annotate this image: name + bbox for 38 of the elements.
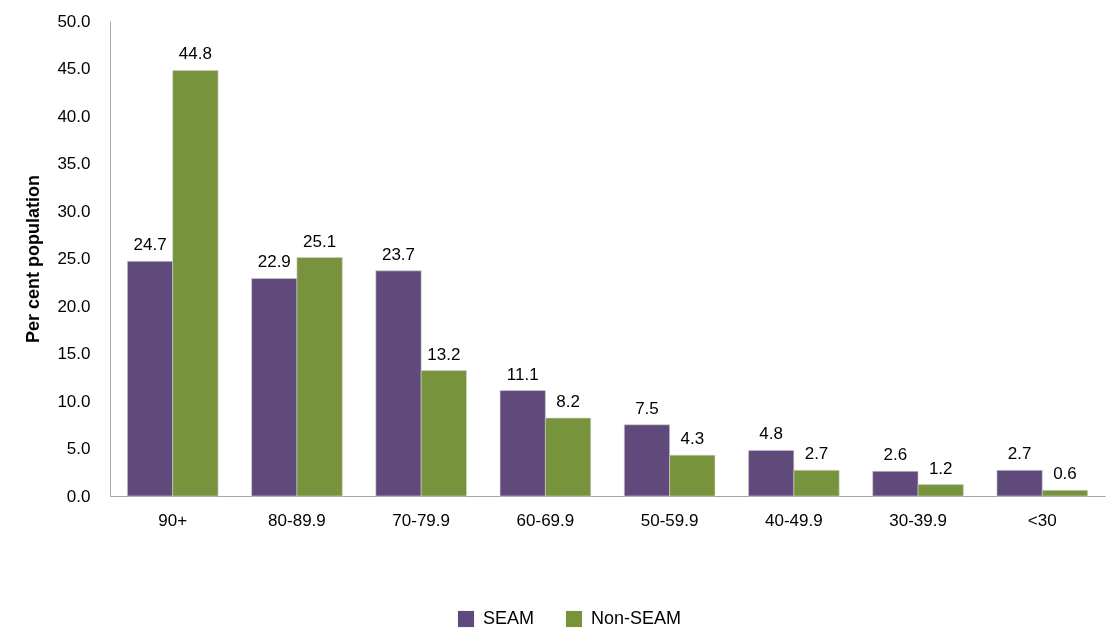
data-label: 22.9 (257, 252, 291, 272)
data-label: 11.1 (506, 364, 539, 384)
legend-label: SEAM (483, 608, 535, 628)
y-tick-label: 50.0 (57, 11, 91, 31)
data-label: 23.7 (381, 244, 416, 264)
y-tick-label: 0.0 (66, 486, 91, 506)
x-tick-label: 70-79.9 (392, 510, 451, 530)
data-label: 0.6 (1053, 464, 1077, 484)
y-axis-title: Per cent population (23, 174, 44, 344)
data-label: 25.1 (303, 231, 337, 251)
data-label: 4.3 (680, 429, 705, 449)
data-label: 44.8 (178, 44, 212, 64)
x-tick-label: 30-39.9 (889, 510, 947, 530)
y-tick-label: 35.0 (57, 154, 91, 173)
data-label: 2.7 (804, 444, 829, 464)
y-tick-label: 45.0 (57, 59, 91, 78)
data-label: 7.5 (635, 398, 659, 418)
y-tick-label: 10.0 (57, 391, 91, 411)
data-label: 4.8 (759, 424, 783, 444)
data-label: 1.2 (928, 458, 953, 478)
y-tick-label: 5.0 (66, 439, 91, 458)
y-tick-label: 40.0 (57, 106, 91, 126)
x-tick-label: 80-89.9 (268, 510, 326, 530)
y-tick-label: 30.0 (57, 201, 91, 221)
x-tick-label: <30 (1027, 510, 1057, 530)
x-tick-label: 40-49.9 (764, 510, 823, 530)
data-label: 2.6 (883, 445, 908, 465)
data-label: 24.7 (133, 235, 167, 255)
data-label: 8.2 (556, 392, 580, 412)
x-tick-label: 90+ (158, 510, 188, 530)
x-tick-label: 50-59.9 (640, 510, 699, 530)
y-tick-label: 20.0 (57, 296, 91, 316)
data-label: 13.2 (427, 344, 461, 364)
legend-label: Non-SEAM (591, 608, 682, 628)
data-label: 2.7 (1007, 444, 1032, 464)
y-tick-label: 15.0 (57, 344, 91, 363)
y-tick-label: 25.0 (57, 249, 91, 268)
x-tick-label: 60-69.9 (516, 510, 575, 530)
